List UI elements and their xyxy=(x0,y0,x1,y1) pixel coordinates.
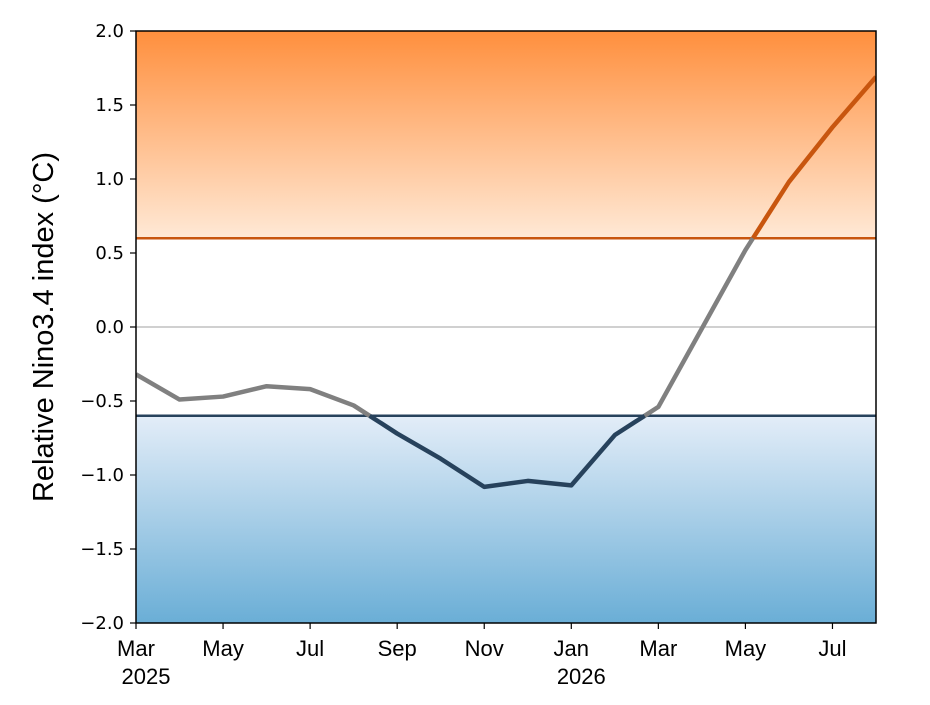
y-tick-label: −1.0 xyxy=(80,465,124,486)
y-tick-label: 0.0 xyxy=(95,317,124,338)
x-tick-label: Mar xyxy=(639,636,677,661)
y-tick-label: 0.5 xyxy=(95,243,124,264)
la-nina-shading xyxy=(136,415,876,623)
x-tick-label: Sep xyxy=(378,636,417,661)
y-axis: 2.0 1.5 1.0 0.5 0.0 −0.5 −1.0 −1.5 −2.0 xyxy=(80,21,136,634)
y-tick-label: 2.0 xyxy=(95,21,124,42)
x-tick-label: Mar xyxy=(117,636,155,661)
x-tick-year-label: 2026 xyxy=(557,664,606,689)
x-axis: Mar 2025 May Jul Sep Nov Jan 2026 Mar May Jul xyxy=(117,623,847,689)
y-tick-label: 1.0 xyxy=(95,169,124,190)
series-line-segment xyxy=(368,413,646,490)
series-lines xyxy=(136,75,876,490)
el-nino-shading xyxy=(136,31,876,239)
x-tick-label: Nov xyxy=(465,636,504,661)
x-tick-year-label: 2025 xyxy=(122,664,171,689)
x-tick-label: Jan xyxy=(554,636,589,661)
x-tick-label: May xyxy=(202,636,244,661)
x-tick-label: Jul xyxy=(296,636,324,661)
y-tick-label: 1.5 xyxy=(95,95,124,116)
y-axis-label: Relative Nino3.4 index (°C) xyxy=(28,152,60,502)
y-tick-label: −0.5 xyxy=(80,391,124,412)
x-tick-label: May xyxy=(725,636,767,661)
x-tick-label: Jul xyxy=(818,636,846,661)
y-tick-label: −1.5 xyxy=(80,539,124,560)
y-tick-label: −2.0 xyxy=(80,613,124,634)
series-line-segment xyxy=(136,372,371,418)
series-line-segment xyxy=(751,75,876,240)
series-line-segment xyxy=(643,236,755,418)
